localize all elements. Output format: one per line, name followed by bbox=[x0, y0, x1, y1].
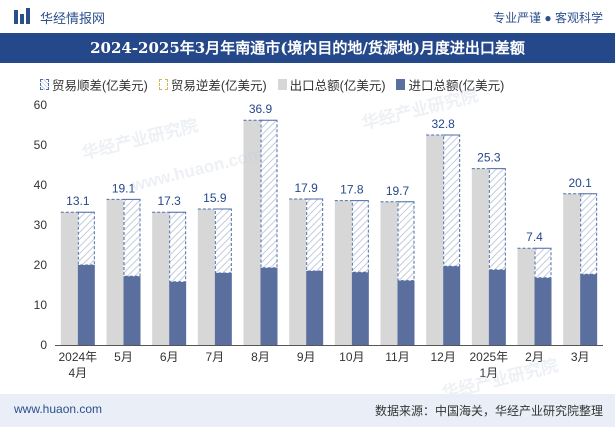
import-bar bbox=[123, 276, 141, 345]
export-bar bbox=[197, 209, 215, 345]
import-bar bbox=[214, 273, 232, 345]
import-bar bbox=[580, 274, 598, 345]
surplus-bar bbox=[123, 198, 141, 277]
import-bar bbox=[443, 266, 461, 345]
x-tick-label: 9月 bbox=[297, 350, 316, 364]
footer-source: 数据来源：中国海关，华经产业研究院整理 bbox=[374, 404, 603, 418]
x-tick-label: 5月 bbox=[114, 350, 133, 364]
x-tick-label: 8月 bbox=[251, 350, 270, 364]
import-bar bbox=[306, 271, 324, 345]
import-bar bbox=[77, 265, 95, 345]
surplus-bar bbox=[169, 211, 187, 283]
data-label: 25.3 bbox=[477, 151, 501, 165]
x-tick-label: 12月 bbox=[430, 350, 455, 364]
export-bar bbox=[152, 212, 170, 345]
x-tick-label: 2月 bbox=[525, 350, 544, 364]
legend-total: 出口总额(亿美元) bbox=[277, 75, 386, 94]
slogan: 专业严谨 ● 客观科学 bbox=[493, 11, 603, 25]
surplus-bar bbox=[488, 168, 506, 271]
export-bar bbox=[563, 193, 581, 345]
footer bbox=[0, 394, 615, 427]
y-tick-label: 60 bbox=[34, 98, 48, 112]
data-label: 36.9 bbox=[249, 102, 273, 116]
data-label: 20.1 bbox=[568, 176, 592, 190]
x-tick-label: 2025年 bbox=[469, 350, 508, 364]
chart: 0 10 20 30 40 50 60 13.1 2024年 4月 19.1 5月 17.3 6月 15.9… bbox=[34, 98, 603, 380]
surplus-bar bbox=[77, 211, 95, 266]
surplus-bar bbox=[443, 134, 461, 267]
legend-deficit-label: 贸易逆差(亿美元) bbox=[170, 78, 267, 93]
y-tick-label: 30 bbox=[34, 218, 48, 232]
top-bar: 华经情报网 专业严谨 ● 客观科学 bbox=[0, 0, 615, 33]
import-bar bbox=[351, 272, 369, 345]
export-bar bbox=[243, 120, 261, 345]
surplus-bar bbox=[351, 200, 369, 273]
y-tick-label: 0 bbox=[40, 338, 47, 352]
import-bar bbox=[260, 267, 278, 345]
export-bar bbox=[289, 199, 307, 345]
legend-import-swatch bbox=[396, 78, 406, 90]
legend-surplus-swatch bbox=[40, 78, 49, 90]
data-label: 15.9 bbox=[203, 191, 227, 205]
legend-total-swatch bbox=[277, 78, 287, 90]
export-bar bbox=[517, 248, 535, 345]
data-label: 17.9 bbox=[294, 181, 318, 195]
data-label: 7.4 bbox=[526, 230, 543, 244]
export-bar bbox=[380, 201, 398, 345]
data-label: 17.8 bbox=[340, 183, 364, 197]
x-tick-label: 11月 bbox=[385, 350, 409, 364]
export-bar bbox=[471, 168, 489, 345]
x-tick-label: 1月 bbox=[479, 366, 498, 380]
x-tick-label: 10月 bbox=[339, 350, 364, 364]
legend-surplus: 贸易顺差(亿美元) bbox=[40, 75, 148, 94]
data-label: 19.7 bbox=[386, 184, 410, 198]
footer-url[interactable]: www.huaon.com bbox=[14, 402, 103, 416]
logo-icon bbox=[14, 8, 30, 24]
x-tick-label: 2024年 bbox=[58, 350, 97, 364]
y-tick-label: 20 bbox=[34, 258, 48, 272]
surplus-bar bbox=[580, 193, 598, 275]
x-tick-label: 7月 bbox=[205, 350, 224, 364]
chart-title: 2024-2025年3月年南通市(境内目的地/货源地)月度进出口差额 bbox=[90, 39, 525, 57]
legend: 贸易顺差(亿美元) 贸易逆差(亿美元) 出口总额(亿美元) 进口总额(亿美元) bbox=[40, 75, 515, 94]
surplus-bar bbox=[534, 247, 552, 279]
surplus-bar bbox=[214, 208, 232, 274]
legend-deficit: 贸易逆差(亿美元) bbox=[158, 75, 267, 94]
x-tick-label: 6月 bbox=[160, 350, 179, 364]
data-label: 32.8 bbox=[431, 117, 455, 131]
brand-name: 华经情报网 bbox=[40, 11, 106, 26]
data-label: 13.1 bbox=[66, 194, 90, 208]
import-bar bbox=[488, 269, 506, 345]
title-bar bbox=[0, 33, 615, 63]
y-tick-label: 10 bbox=[34, 298, 48, 312]
import-bar bbox=[169, 281, 187, 345]
legend-deficit-swatch bbox=[158, 78, 168, 90]
legend-import-label: 进口总额(亿美元) bbox=[408, 78, 505, 93]
import-bar bbox=[534, 277, 552, 345]
y-tick-label: 50 bbox=[34, 138, 48, 152]
export-bar bbox=[334, 200, 352, 345]
surplus-bar bbox=[306, 198, 324, 272]
surplus-bar bbox=[260, 119, 278, 269]
legend-import: 进口总额(亿美元) bbox=[396, 75, 504, 94]
export-bar bbox=[426, 135, 444, 345]
data-label: 17.3 bbox=[157, 194, 181, 208]
x-tick-label: 3月 bbox=[571, 350, 590, 364]
x-tick-label: 4月 bbox=[68, 366, 87, 380]
import-bar bbox=[397, 280, 415, 345]
export-bar bbox=[106, 199, 124, 345]
data-label: 19.1 bbox=[112, 181, 136, 195]
export-bar bbox=[60, 212, 78, 345]
legend-surplus-label: 贸易顺差(亿美元) bbox=[52, 78, 148, 93]
surplus-bar bbox=[397, 201, 415, 282]
legend-total-label: 出口总额(亿美元) bbox=[289, 78, 386, 93]
y-tick-label: 40 bbox=[34, 178, 48, 192]
